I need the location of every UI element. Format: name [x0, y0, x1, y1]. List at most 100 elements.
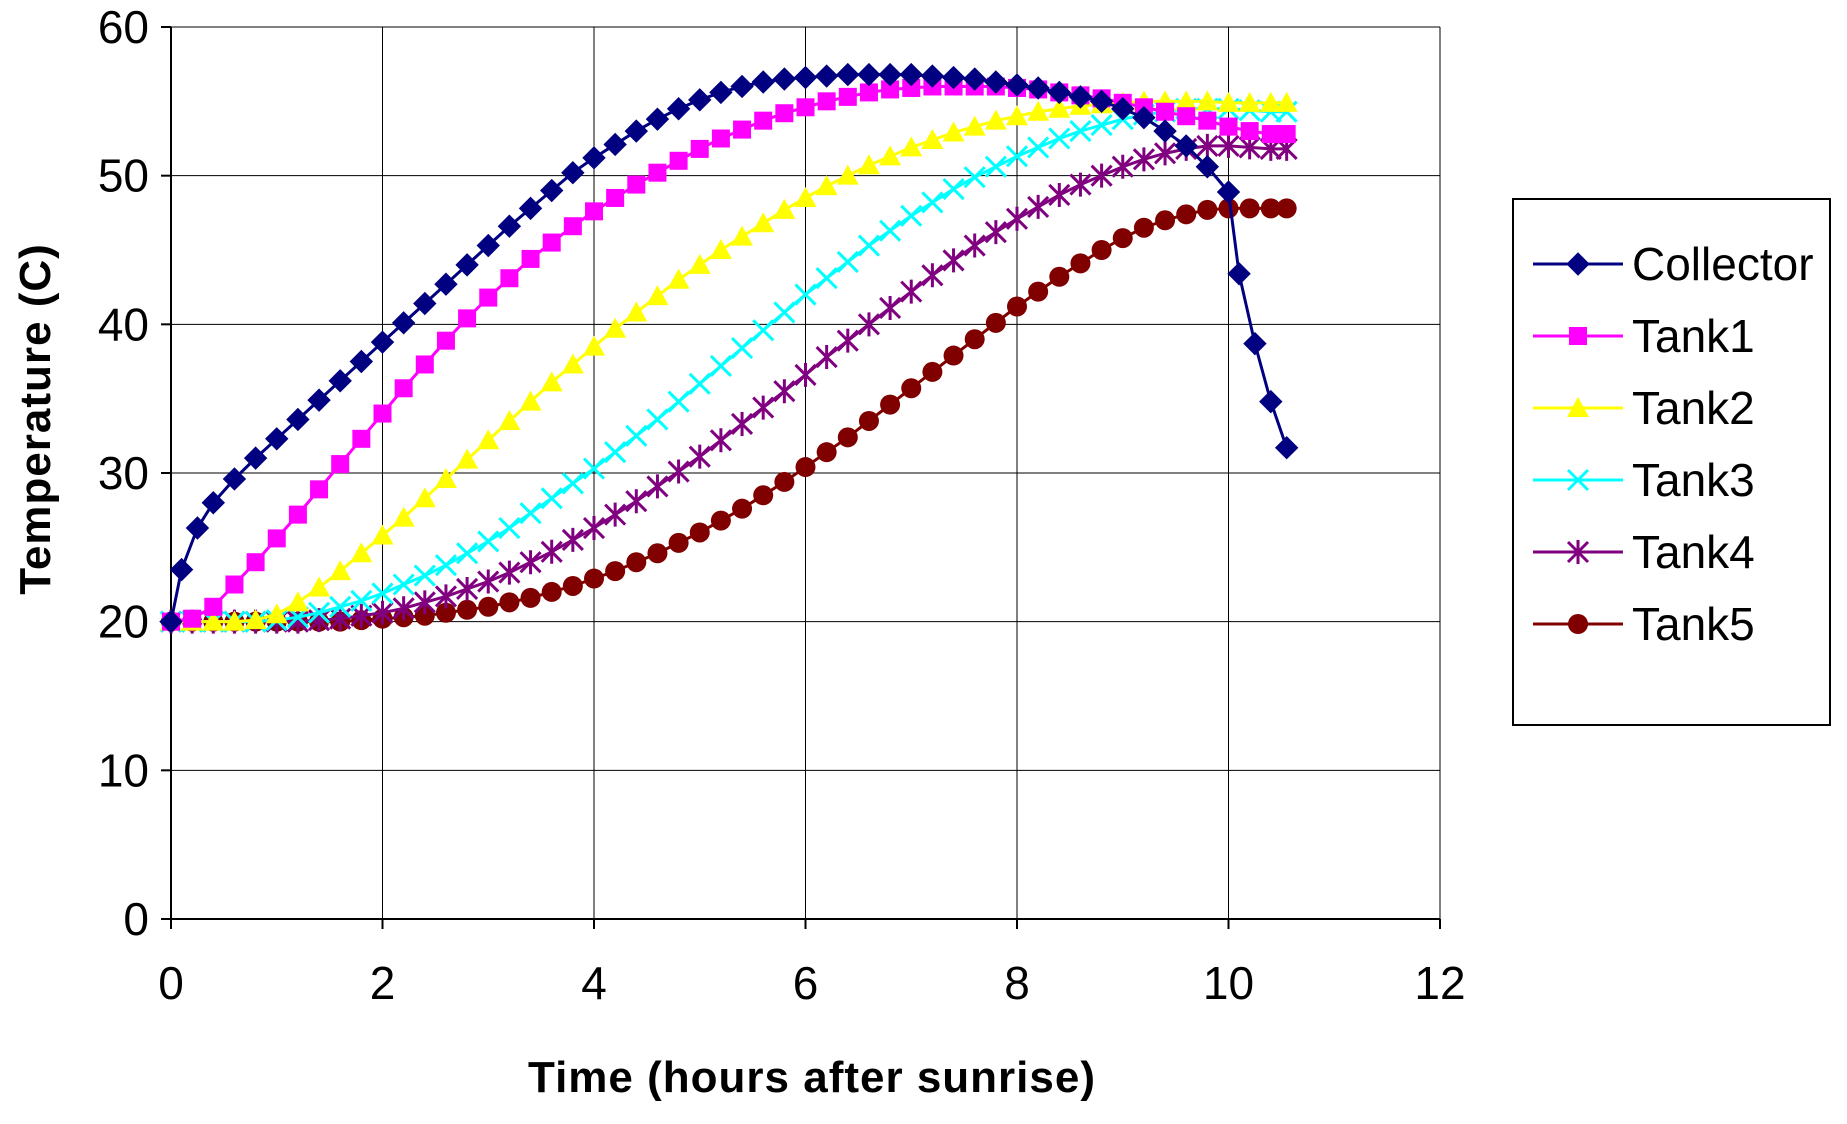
legend-marker-tank2 — [1567, 397, 1589, 417]
data-point-collector — [1259, 389, 1283, 414]
data-point-collector — [286, 407, 310, 432]
data-point-tank3 — [900, 204, 923, 227]
data-point-collector — [1005, 73, 1029, 97]
data-point-tank3 — [329, 595, 352, 618]
data-point-collector — [265, 427, 289, 451]
data-point-collector — [1174, 134, 1198, 158]
data-point-tank5 — [1007, 296, 1027, 317]
series-line-collector — [169, 73, 1289, 622]
data-point-tank4 — [1027, 194, 1050, 219]
data-point-tank2 — [836, 164, 859, 185]
data-point-tank4 — [815, 345, 838, 370]
data-point-tank5 — [901, 378, 922, 399]
data-point-tank2 — [223, 610, 246, 631]
series-line-tank5 — [171, 206, 1287, 624]
data-point-tank2 — [456, 448, 479, 469]
legend-label-tank5: Tank5 — [1632, 598, 1755, 650]
data-point-tank4 — [1132, 147, 1155, 172]
legend-label-tank1: Tank1 — [1632, 310, 1755, 362]
data-point-tank4 — [688, 444, 711, 469]
data-point-tank5 — [457, 599, 478, 620]
data-point-tank4 — [794, 362, 817, 387]
data-point-tank3 — [857, 234, 881, 257]
data-point-collector — [751, 70, 775, 94]
data-point-tank5 — [1133, 217, 1154, 238]
legend-label-collector: Collector — [1632, 238, 1814, 290]
x-axis-title: Time (hours after sunrise) — [528, 1053, 1096, 1102]
data-point-tank4 — [540, 539, 563, 564]
data-point-tank5 — [414, 605, 435, 626]
data-point-tank1 — [415, 355, 434, 374]
data-point-tank3 — [456, 542, 479, 565]
data-point-collector — [941, 65, 966, 90]
y-tick-label: 20 — [98, 596, 149, 648]
data-point-collector — [201, 491, 226, 515]
data-point-tank2 — [392, 506, 415, 527]
data-point-tank2 — [625, 301, 648, 322]
data-point-tank5 — [922, 361, 943, 382]
data-point-collector — [962, 67, 987, 91]
data-point-tank1 — [500, 269, 519, 288]
data-point-collector — [561, 160, 585, 185]
x-tick-label: 10 — [1203, 957, 1254, 1009]
data-point-tank1 — [1261, 125, 1280, 144]
data-point-tank3 — [371, 582, 394, 605]
data-point-collector — [349, 349, 374, 374]
data-point-tank2 — [1196, 90, 1219, 111]
series-tank4 — [159, 133, 1298, 634]
data-point-collector — [920, 64, 945, 88]
series-tank3 — [159, 97, 1298, 633]
data-point-tank1 — [183, 609, 202, 628]
data-point-tank3 — [1069, 120, 1092, 143]
data-point-tank5 — [710, 510, 731, 531]
data-point-tank4 — [1111, 154, 1134, 179]
data-point-tank5 — [689, 522, 710, 543]
y-tick-label: 30 — [98, 447, 149, 499]
data-point-collector — [688, 88, 712, 112]
data-point-tank4 — [604, 502, 627, 527]
data-point-collector — [1274, 436, 1299, 460]
data-point-tank5 — [605, 561, 626, 582]
data-point-tank4 — [646, 474, 669, 499]
data-point-tank2 — [413, 487, 436, 508]
data-point-collector — [582, 146, 606, 170]
legend-marker-tank5 — [1568, 614, 1588, 634]
data-point-tank3 — [1005, 145, 1029, 168]
data-point-tank3 — [730, 337, 754, 360]
legend-label-tank4: Tank4 — [1632, 526, 1755, 578]
data-point-tank4 — [456, 576, 479, 601]
data-point-tank1 — [436, 331, 455, 350]
legend-label-tank2: Tank2 — [1632, 382, 1755, 434]
data-point-tank2 — [984, 109, 1007, 130]
data-point-collector — [455, 253, 479, 277]
data-point-tank3 — [434, 554, 458, 577]
data-point-tank1 — [1240, 122, 1259, 141]
data-point-tank2 — [921, 128, 944, 149]
data-point-tank4 — [709, 428, 732, 453]
y-tick-label: 60 — [98, 1, 149, 53]
data-point-tank1 — [585, 202, 603, 221]
data-point-tank5 — [774, 471, 795, 492]
data-point-collector — [645, 107, 670, 131]
data-point-tank3 — [815, 267, 838, 290]
data-point-tank5 — [816, 442, 837, 463]
data-point-tank3 — [540, 487, 563, 510]
data-point-collector — [539, 178, 564, 203]
data-point-tank5 — [435, 602, 456, 623]
data-point-tank4 — [730, 411, 754, 436]
legend-item-tank1: Tank1 — [1533, 310, 1755, 362]
data-point-tank5 — [1112, 228, 1133, 249]
axes — [161, 26, 1441, 929]
data-point-collector — [434, 272, 458, 296]
data-point-collector — [1047, 80, 1072, 105]
data-point-collector — [476, 233, 500, 258]
data-point-tank2 — [604, 317, 627, 338]
data-point-tank1 — [394, 379, 413, 398]
data-point-tank2 — [688, 253, 711, 274]
data-point-tank5 — [1197, 199, 1218, 220]
data-point-tank1 — [627, 175, 646, 194]
data-point-tank1 — [606, 188, 625, 207]
data-point-collector — [730, 74, 754, 99]
data-point-tank3 — [392, 573, 415, 596]
data-point-tank5 — [1260, 198, 1281, 219]
